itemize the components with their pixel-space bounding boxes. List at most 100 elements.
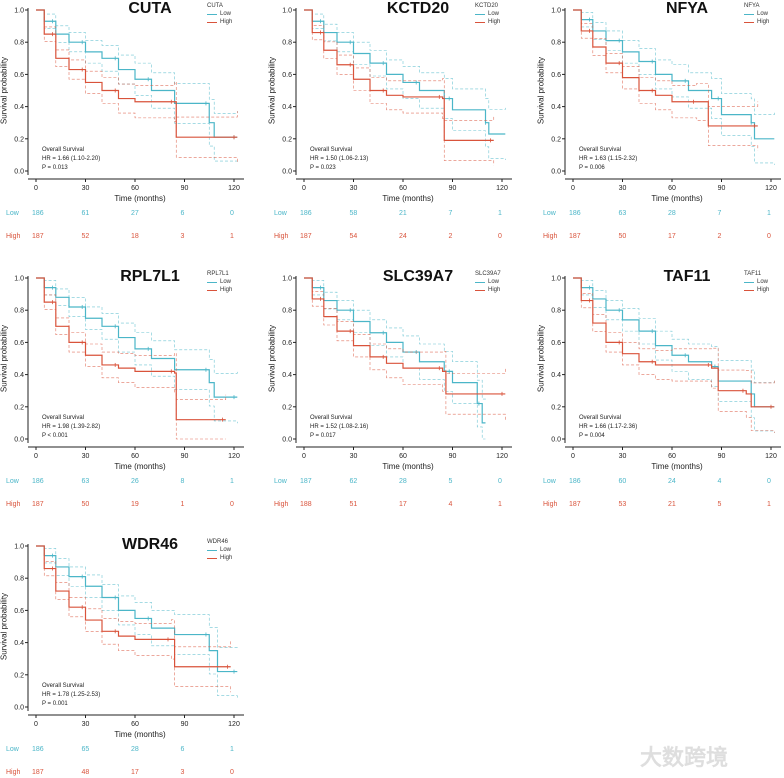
x-tick-label: 0 — [34, 185, 38, 192]
y-tick-label: 0.0 — [14, 705, 24, 712]
legend-label: Low — [488, 279, 500, 285]
ci-band-high — [304, 277, 506, 421]
ci-band-low — [304, 9, 506, 110]
x-tick-label: 90 — [449, 185, 457, 192]
ci-band-high — [573, 9, 759, 151]
risk-label-low: Low — [543, 210, 556, 217]
stats-line: P = 0.013 — [42, 165, 68, 171]
x-tick-label: 90 — [181, 721, 189, 728]
ci-band-low — [304, 277, 486, 400]
risk-count: 24 — [668, 478, 676, 485]
y-tick-label: 1.0 — [14, 544, 24, 551]
risk-count: 6 — [180, 210, 185, 217]
risk-count: 63 — [618, 210, 627, 217]
survival-curve-low — [573, 277, 775, 408]
risk-count: 28 — [131, 746, 139, 753]
ci-band-low — [573, 277, 775, 433]
y-tick-label: 0.6 — [14, 340, 24, 347]
risk-count: 3 — [180, 233, 185, 240]
risk-count: 2 — [717, 233, 722, 240]
y-tick-label: 0.2 — [14, 672, 24, 679]
ci-band-high — [36, 545, 231, 693]
risk-count: 187 — [32, 769, 44, 776]
km-plot: 0.0 0.2 0.4 0.6 0.8 1.0 0 30 60 90 120 — [551, 8, 781, 192]
legend-title: SLC39A7 — [475, 271, 501, 277]
x-tick-label: 90 — [181, 453, 189, 460]
y-axis-label: Survival probability — [0, 56, 9, 125]
legend: RPL7L1 Low High — [207, 270, 232, 294]
x-tick-label: 120 — [496, 453, 508, 460]
risk-label-low: Low — [274, 478, 287, 485]
stats-line: HR = 1.98 (1.39-2.82) — [42, 424, 101, 430]
y-tick-label: 0.2 — [14, 136, 24, 143]
legend-item-low: Low — [744, 10, 769, 18]
ci-band-high — [304, 9, 495, 121]
stats-line: HR = 1.66 (1.17-2.36) — [579, 424, 638, 430]
risk-label-high: High — [274, 501, 289, 508]
risk-count: 6 — [180, 746, 185, 753]
risk-count: 51 — [349, 501, 358, 508]
x-tick-label: 60 — [399, 185, 407, 192]
survival-curve-low — [36, 9, 238, 138]
legend-label: High — [488, 19, 501, 25]
ci-band-low — [36, 545, 238, 698]
risk-label-low: Low — [6, 210, 19, 217]
survival-curve-low — [36, 545, 238, 673]
legend-label: High — [488, 287, 501, 293]
risk-count: 1 — [230, 746, 234, 753]
stats-line: P = 0.017 — [310, 433, 336, 439]
risk-count: 17 — [131, 769, 139, 776]
x-tick-label: 0 — [571, 185, 575, 192]
y-tick-label: 1.0 — [282, 8, 292, 15]
watermark: 大数跨境 — [640, 745, 729, 770]
legend: WDR46 Low High — [207, 538, 232, 562]
legend-label: High — [220, 19, 233, 25]
legend-item-low: Low — [207, 10, 232, 18]
stats-line: Overall Survival — [42, 147, 85, 153]
ci-band-low — [36, 9, 238, 164]
risk-count: 17 — [399, 501, 407, 508]
risk-count: 1 — [230, 233, 234, 240]
x-tick-label: 90 — [181, 185, 189, 192]
x-tick-label: 0 — [34, 453, 38, 460]
survival-curve-high — [36, 277, 226, 421]
risk-count: 21 — [668, 501, 676, 508]
risk-count: 7 — [448, 210, 453, 217]
y-tick-label: 0.6 — [282, 72, 292, 79]
x-axis-label: Time (months) — [382, 194, 434, 203]
stats-line: HR = 1.50 (1.06-2.13) — [310, 156, 369, 162]
panel-title: SLC39A7 — [382, 268, 454, 285]
panel-title: WDR46 — [121, 536, 178, 553]
ci-band-low — [304, 277, 486, 440]
y-tick-label: 0.2 — [282, 404, 292, 411]
stats-line: Overall Survival — [42, 415, 85, 421]
legend-title: TAF11 — [744, 271, 762, 277]
risk-count: 187 — [300, 233, 312, 240]
y-tick-label: 0.8 — [14, 40, 24, 47]
y-tick-label: 0.0 — [282, 169, 292, 176]
risk-count: 0 — [230, 501, 234, 508]
y-tick-label: 0.2 — [551, 404, 561, 411]
km-panel: 0.0 0.2 0.4 0.6 0.8 1.0 0 30 60 90 120 WDR46 WDR46 Lo… — [0, 536, 262, 778]
risk-count: 1 — [767, 501, 771, 508]
km-plot: 0.0 0.2 0.4 0.6 0.8 1.0 0 30 60 90 120 — [551, 276, 781, 460]
ci-band-low — [573, 9, 775, 165]
stats-line: Overall Survival — [310, 415, 353, 421]
risk-count: 186 — [569, 478, 581, 485]
legend-item-low: Low — [475, 278, 501, 286]
y-tick-label: 0.4 — [14, 104, 24, 111]
risk-count: 186 — [32, 478, 44, 485]
legend-title: NFYA — [744, 3, 760, 9]
risk-count: 26 — [131, 478, 139, 485]
km-plot: 0.0 0.2 0.4 0.6 0.8 1.0 0 30 60 90 120 — [282, 8, 512, 192]
risk-count: 186 — [32, 210, 44, 217]
legend-item-low: Low — [744, 278, 769, 286]
y-tick-label: 0.4 — [282, 104, 292, 111]
legend-title: WDR46 — [207, 539, 229, 545]
ci-band-high — [36, 277, 227, 400]
y-axis-label: Survival probability — [0, 592, 9, 661]
y-tick-label: 0.6 — [14, 608, 24, 615]
km-plot: 0.0 0.2 0.4 0.6 0.8 1.0 0 30 60 90 120 — [14, 276, 244, 460]
legend-label: High — [757, 19, 770, 25]
x-tick-label: 120 — [228, 453, 240, 460]
